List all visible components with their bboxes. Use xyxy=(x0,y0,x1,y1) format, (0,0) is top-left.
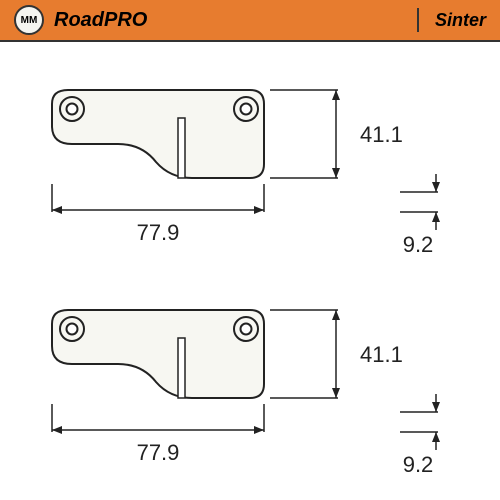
dim-height-label: 41.1 xyxy=(360,122,403,147)
pad-group-bottom: 77.9 41.1 9.2 xyxy=(20,282,480,482)
dim-thickness-label: 9.2 xyxy=(403,232,434,257)
pad-diagram-bottom: 77.9 41.1 9.2 xyxy=(20,282,480,482)
dim-thickness: 9.2 xyxy=(400,394,440,477)
dim-thickness: 9.2 xyxy=(400,174,440,257)
dim-height: 41.1 xyxy=(270,90,403,178)
dim-width: 77.9 xyxy=(52,404,264,465)
diagram-content: 77.9 41.1 xyxy=(0,42,500,500)
dim-width: 77.9 xyxy=(52,184,264,245)
diagram-container: MM RoadPRO Sinter xyxy=(0,0,500,500)
pad-group-top: 77.9 41.1 xyxy=(20,62,480,262)
header-bar: MM RoadPRO Sinter xyxy=(0,0,500,42)
mount-hole-right-inner xyxy=(241,324,252,335)
dim-width-label: 77.9 xyxy=(137,220,180,245)
mount-hole-right-inner xyxy=(241,104,252,115)
dim-height-label: 41.1 xyxy=(360,342,403,367)
pad-diagram-top: 77.9 41.1 xyxy=(20,62,480,262)
product-title: RoadPRO xyxy=(54,9,401,32)
pad-outline xyxy=(52,310,264,398)
product-variant: Sinter xyxy=(435,10,486,31)
pad-slot xyxy=(178,118,185,178)
dim-width-label: 77.9 xyxy=(137,440,180,465)
pad-outline xyxy=(52,90,264,178)
dim-height: 41.1 xyxy=(270,310,403,398)
brand-logo-icon: MM xyxy=(14,5,44,35)
mount-hole-left-inner xyxy=(67,104,78,115)
pad-slot xyxy=(178,338,185,398)
header-divider xyxy=(417,8,419,32)
mount-hole-left-inner xyxy=(67,324,78,335)
dim-thickness-label: 9.2 xyxy=(403,452,434,477)
